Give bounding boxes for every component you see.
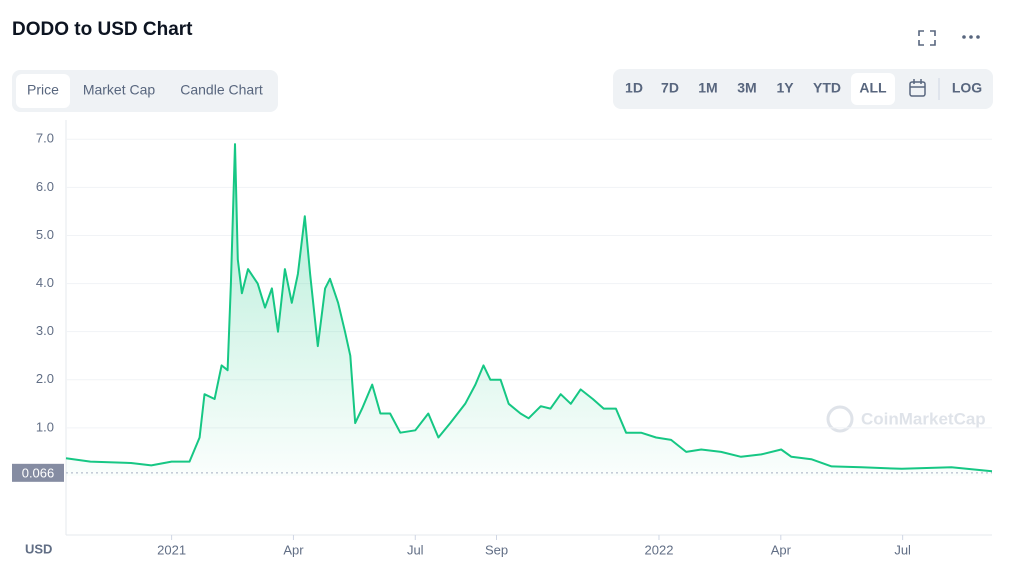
- range-button[interactable]: 1D: [625, 80, 643, 96]
- watermark: CoinMarketCap: [826, 405, 986, 433]
- x-tick-label: Apr: [771, 542, 792, 557]
- calendar-button[interactable]: [909, 79, 926, 97]
- range-button[interactable]: 7D: [661, 80, 679, 96]
- more-button[interactable]: [962, 35, 980, 39]
- y-tick-label: 3.0: [36, 323, 54, 338]
- watermark-text: CoinMarketCap: [861, 409, 986, 428]
- range-button[interactable]: 1M: [698, 80, 717, 96]
- x-tick-label: Jul: [894, 542, 911, 557]
- fullscreen-button[interactable]: [918, 30, 936, 46]
- y-tick-label: 7.0: [36, 131, 54, 146]
- range-button[interactable]: 1Y: [776, 80, 794, 96]
- log-button[interactable]: LOG: [952, 80, 982, 96]
- range-button[interactable]: 3M: [737, 80, 756, 96]
- tab[interactable]: Price: [27, 82, 59, 98]
- x-tick-label: Sep: [485, 542, 508, 557]
- x-tick-label: Apr: [283, 542, 304, 557]
- price-line: [65, 143, 993, 473]
- x-tick-label: Jul: [407, 542, 424, 557]
- tab-active-bg: [16, 74, 70, 108]
- current-price-badge: [12, 463, 64, 482]
- y-tick-label: 4.0: [36, 275, 54, 290]
- tab[interactable]: Market Cap: [83, 82, 156, 98]
- range-button[interactable]: ALL: [859, 80, 887, 96]
- x-tick-label: 2021: [157, 542, 186, 557]
- price-area: [66, 144, 992, 476]
- range-button[interactable]: YTD: [813, 80, 841, 96]
- y-axis-label: USD: [25, 541, 52, 556]
- y-tick-label: 1.0: [36, 419, 54, 434]
- tab[interactable]: Candle Chart: [180, 82, 263, 98]
- current-price-label: 0.066: [22, 465, 55, 480]
- x-tick-label: 2022: [645, 542, 674, 557]
- range-active-bg: [851, 73, 895, 105]
- range-bar: [613, 69, 993, 109]
- y-tick-label: 5.0: [36, 227, 54, 242]
- title: DODO to USD Chart: [12, 19, 193, 40]
- tab-bar: [12, 70, 278, 112]
- y-tick-label: 6.0: [36, 179, 54, 194]
- y-tick-label: 2.0: [36, 371, 54, 386]
